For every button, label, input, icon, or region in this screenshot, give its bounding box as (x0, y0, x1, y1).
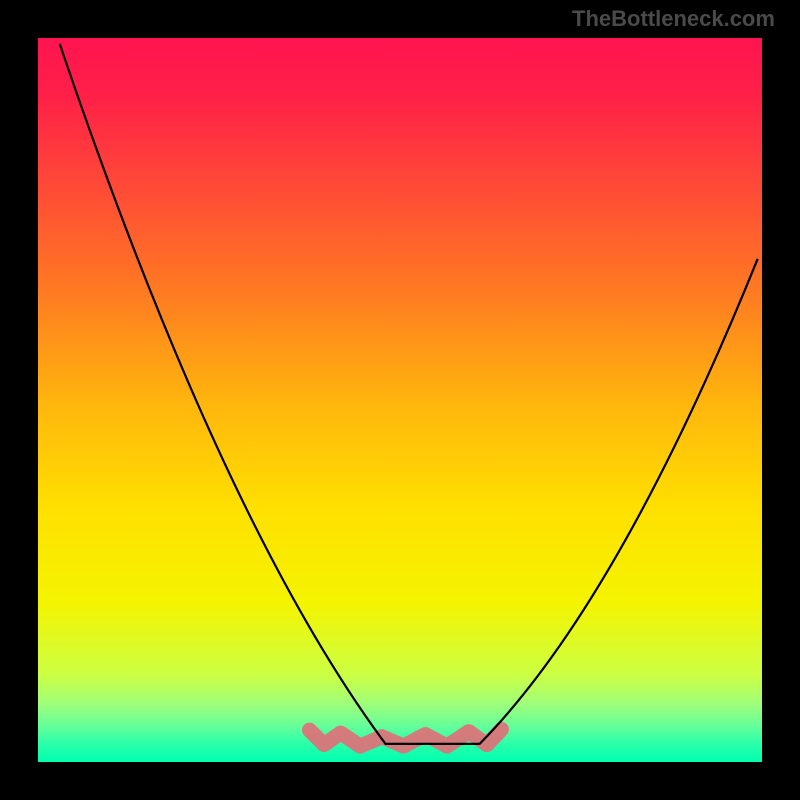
chart-svg (0, 0, 800, 800)
plot-background (38, 38, 762, 762)
chart-container: TheBottleneck.com (0, 0, 800, 800)
watermark-text: TheBottleneck.com (572, 6, 775, 32)
